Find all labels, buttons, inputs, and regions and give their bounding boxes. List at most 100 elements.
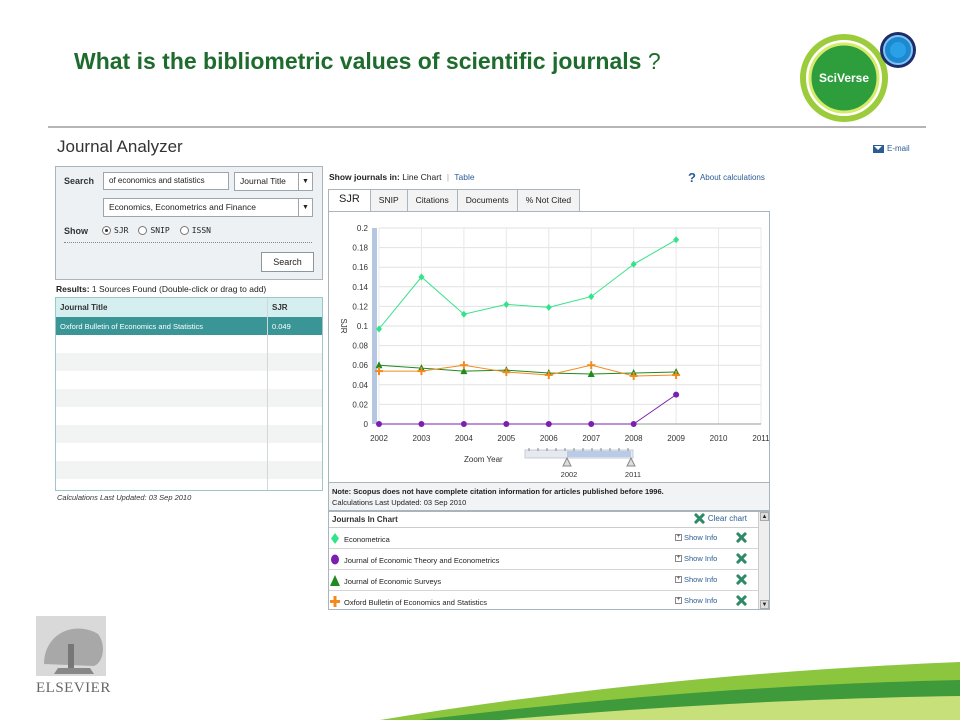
zoom-end-label: 2011: [625, 470, 641, 479]
email-link[interactable]: E-mail: [873, 144, 910, 153]
about-calculations-link[interactable]: ? About calculations: [688, 170, 765, 185]
radio-snip[interactable]: SNIP: [138, 226, 170, 235]
elsevier-tree-logo: [36, 616, 106, 676]
show-options: SJR SNIP ISSN: [102, 226, 211, 235]
show-info-button[interactable]: + Show Info: [675, 554, 717, 563]
calc-updated-left: Calculations Last Updated: 03 Sep 2010: [57, 493, 192, 502]
table-cell-sjr: 0.049: [272, 322, 291, 331]
list-item: Econometrica + Show Info: [329, 528, 769, 549]
data-point: [588, 293, 595, 301]
scroll-up-icon[interactable]: ▲: [760, 512, 769, 521]
series-line: [378, 364, 677, 375]
empty-row: [56, 389, 322, 407]
radio-issn-label: ISSN: [191, 226, 211, 235]
show-info-label: Show Info: [684, 533, 718, 542]
data-point: [587, 370, 595, 378]
show-info-label: Show Info: [684, 596, 718, 605]
zoom-start-label: 2002: [561, 470, 578, 479]
category-select[interactable]: Economics, Econometrics and Finance ▼: [103, 198, 313, 217]
x-tick-label: 2005: [497, 434, 515, 443]
clear-chart-button[interactable]: Clear chart: [694, 513, 747, 524]
data-point-bar: [544, 374, 553, 376]
citation-note: Note: Scopus does not have complete cita…: [332, 486, 766, 497]
slide-title: What is the bibliometric values of scien…: [74, 48, 661, 75]
results-table: Journal Title SJR Oxford Bulletin of Eco…: [55, 297, 323, 491]
journals-in-chart-header: Journals In Chart Clear chart: [329, 512, 769, 528]
list-item: Journal of Economic Theory and Econometr…: [329, 549, 769, 570]
diamond-marker-icon: [331, 533, 339, 544]
data-point: [418, 273, 425, 281]
tab-sjr[interactable]: SJR: [328, 189, 371, 211]
radio-sjr-label: SJR: [114, 226, 129, 235]
data-point: [376, 325, 382, 333]
field-select-value: Journal Title: [240, 176, 286, 186]
chart-panel: 0 0.02 0.04 0.06 0.08 0.1 0.12 0.14 0.16 0.18 0.2 2…: [328, 211, 770, 483]
remove-journal-icon[interactable]: [736, 595, 747, 606]
note-panel: Note: Scopus does not have complete cita…: [328, 483, 770, 511]
show-info-button[interactable]: + Show Info: [675, 575, 717, 584]
journal-name: Oxford Bulletin of Economics and Statist…: [344, 598, 487, 607]
show-in-label: Show journals in:: [329, 172, 400, 182]
column-header-sjr[interactable]: SJR: [272, 303, 288, 312]
y-tick-label: 0.2: [357, 224, 369, 233]
data-point: [460, 310, 467, 318]
series-line: [378, 239, 677, 330]
data-point-bar: [629, 374, 638, 377]
tab-snip[interactable]: SNIP: [369, 189, 408, 211]
scroll-down-icon[interactable]: ▼: [760, 600, 769, 609]
envelope-icon: [873, 144, 884, 153]
table-cell-title: Oxford Bulletin of Economics and Statist…: [56, 317, 268, 335]
radio-sjr[interactable]: SJR: [102, 226, 128, 235]
clear-chart-label: Clear chart: [707, 514, 747, 523]
zoom-range: [567, 451, 631, 457]
x-tick-label: 2011: [752, 434, 769, 443]
field-select[interactable]: Journal Title ▼: [234, 172, 313, 191]
line-chart-option[interactable]: Line Chart: [402, 172, 442, 182]
y-tick-label: 0.08: [352, 342, 368, 351]
journal-name: Journal of Economic Surveys: [344, 577, 442, 586]
x-tick-label: 2008: [625, 434, 643, 443]
tab-documents[interactable]: Documents: [456, 189, 518, 211]
calc-updated-chart: Calculations Last Updated: 03 Sep 2010: [332, 498, 467, 507]
remove-journal-icon[interactable]: [736, 532, 747, 543]
circle-marker-icon: [331, 554, 339, 565]
data-point: [588, 421, 595, 427]
search-button[interactable]: Search: [261, 252, 314, 272]
y-tick-label: 0.12: [352, 302, 368, 311]
results-label: Results:: [56, 284, 90, 294]
show-info-button[interactable]: + Show Info: [675, 596, 717, 605]
remove-journal-icon[interactable]: [736, 553, 747, 564]
table-row[interactable]: Oxford Bulletin of Economics and Statist…: [56, 317, 322, 335]
citation-note-text: Note: Scopus does not have complete cita…: [332, 487, 664, 496]
data-point: [503, 300, 510, 308]
y-tick-label: 0.04: [352, 381, 368, 390]
tab-citations[interactable]: Citations: [406, 189, 458, 211]
series-line: [379, 394, 677, 425]
help-icon: ?: [688, 170, 696, 185]
scrollbar[interactable]: ▲ ▼: [758, 512, 769, 609]
data-point: [503, 421, 510, 427]
column-header-title[interactable]: Journal Title: [56, 298, 268, 317]
radio-issn[interactable]: ISSN: [179, 226, 211, 235]
tab-not-cited[interactable]: % Not Cited: [516, 189, 581, 211]
email-label: E-mail: [887, 144, 910, 153]
show-label: Show: [64, 226, 88, 236]
data-point: [460, 421, 467, 427]
table-option[interactable]: Table: [454, 172, 475, 182]
sjr-line-chart: 0 0.02 0.04 0.06 0.08 0.1 0.12 0.14 0.16 0.18 0.2 2…: [339, 224, 770, 479]
data-point-bar: [417, 370, 426, 373]
search-input[interactable]: of economics and statistics: [103, 172, 229, 190]
show-info-button[interactable]: + Show Info: [675, 533, 717, 542]
empty-row: [56, 335, 322, 353]
show-info-label: Show Info: [684, 554, 718, 563]
data-point-bar: [502, 371, 511, 374]
journals-in-chart-panel: Journals In Chart Clear chart Econometri…: [328, 511, 770, 610]
remove-journal-icon[interactable]: [736, 574, 747, 585]
list-item: Journal of Economic Surveys + Show Info: [329, 570, 769, 591]
data-point: [673, 391, 680, 398]
empty-row: [56, 407, 322, 425]
triangle-marker-icon: [330, 575, 340, 586]
y-tick-label: 0.02: [352, 400, 368, 409]
results-text: 1 Sources Found (Double-click or drag to…: [91, 284, 267, 294]
